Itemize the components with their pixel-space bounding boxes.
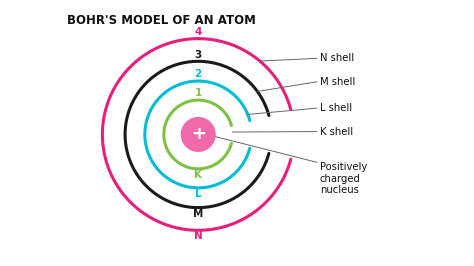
Text: Positively
charged
nucleus: Positively charged nucleus [319,162,367,196]
Circle shape [182,118,215,151]
Text: 3: 3 [195,49,202,60]
Text: 4: 4 [194,27,202,37]
Text: L: L [195,189,201,199]
Text: K: K [194,170,202,180]
Text: +: + [191,126,206,143]
Text: 1: 1 [195,88,202,98]
Text: BOHR'S MODEL OF AN ATOM: BOHR'S MODEL OF AN ATOM [67,14,256,27]
Text: L shell: L shell [319,103,352,113]
Text: 2: 2 [195,69,202,79]
Text: K shell: K shell [319,127,353,136]
Text: M shell: M shell [319,77,355,87]
Text: N: N [194,231,202,242]
Text: M: M [193,209,203,219]
Text: N shell: N shell [319,53,354,63]
